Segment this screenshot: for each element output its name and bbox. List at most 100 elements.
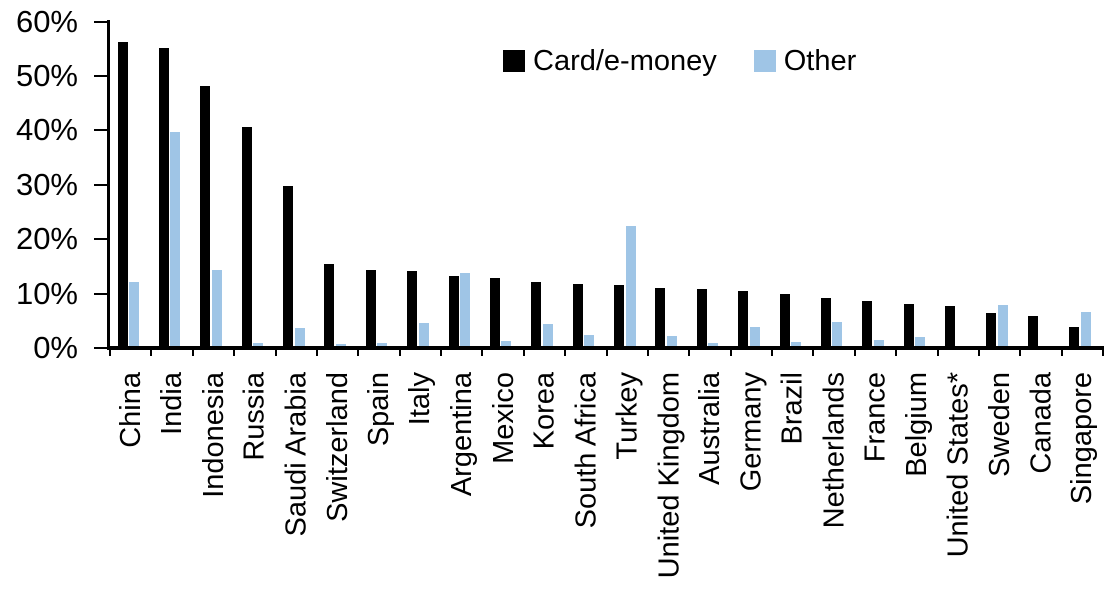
x-label-text: Spain (363, 372, 396, 447)
x-category-tick (191, 348, 194, 356)
bar-other (501, 340, 512, 348)
bar-card-emoney (862, 301, 873, 348)
bar-card-emoney (738, 291, 749, 348)
bar-card-emoney (324, 264, 335, 348)
bar-other (584, 335, 595, 348)
x-label-text: Indonesia (197, 372, 230, 498)
y-tick-mark (94, 75, 110, 78)
y-tick-mark (94, 183, 110, 186)
x-category-tick (150, 348, 153, 356)
x-label: Germany (731, 364, 773, 590)
x-label: Netherlands (813, 364, 855, 590)
x-category-tick (605, 348, 608, 356)
bar-other (294, 327, 305, 348)
bar-card-emoney (655, 288, 666, 348)
legend-item-card-emoney: Card/e-money (503, 46, 717, 76)
x-label-text: Mexico (487, 372, 520, 464)
x-label-text: France (859, 372, 892, 463)
bar-other (791, 342, 801, 348)
legend-label-other: Other (783, 45, 857, 77)
bar-other (1080, 312, 1091, 348)
x-label-text: United Kingdom (652, 372, 685, 579)
x-label-text: Turkey (611, 372, 644, 460)
bar-card-emoney (614, 284, 624, 348)
x-label: Australia (689, 364, 731, 590)
bar-other (749, 326, 760, 348)
x-label: South Africa (565, 364, 607, 590)
x-label: United Kingdom (648, 364, 690, 590)
x-label-text: India (156, 372, 189, 435)
bar-card-emoney (117, 41, 128, 348)
x-label: Singapore (1062, 364, 1104, 590)
y-tick-mark (94, 347, 110, 349)
bar-card-emoney (531, 281, 542, 348)
x-label: Switzerland (317, 364, 359, 590)
bar-card-emoney (200, 85, 211, 348)
bar-card-emoney (1069, 327, 1080, 348)
x-label-text: Canada (1025, 372, 1058, 474)
x-label-text: Belgium (901, 372, 934, 477)
y-tick-label: 40% (15, 112, 78, 148)
bar-other (377, 342, 388, 348)
bar-other (997, 305, 1008, 348)
y-tick-mark (94, 292, 110, 295)
x-label-text: China (115, 372, 147, 448)
y-tick-mark (94, 129, 110, 132)
bar-card-emoney (489, 278, 500, 348)
bar-other (542, 323, 553, 348)
y-tick-mark (94, 238, 110, 241)
x-category-tick (771, 348, 773, 356)
x-label-text: Australia (694, 372, 727, 485)
x-category-tick (440, 348, 442, 356)
bar-card-emoney (903, 303, 914, 348)
x-label: Saudi Arabia (276, 364, 318, 590)
bar-card-emoney (696, 289, 707, 348)
x-category-tick (274, 348, 277, 356)
legend-item-other: Other (753, 45, 857, 77)
x-label: Indonesia (193, 364, 235, 590)
x-category-tick (1019, 348, 1022, 356)
x-category-tick (233, 348, 236, 356)
chart-legend: Card/e-money Other (503, 46, 856, 76)
x-label-text: Argentina (446, 372, 478, 497)
x-label: Sweden (979, 364, 1021, 590)
x-category-tick (109, 348, 111, 356)
x-label: China (110, 364, 152, 590)
x-label-text: South Africa (570, 372, 603, 529)
bar-card-emoney (986, 313, 997, 348)
bar-card-emoney (283, 185, 293, 348)
x-label-text: Germany (735, 372, 768, 492)
x-label: India (151, 364, 193, 590)
x-label-text: Saudi Arabia (280, 372, 313, 537)
bar-card-emoney (779, 294, 790, 348)
y-tick-label: 60% (15, 3, 78, 39)
x-label-text: Italy (404, 372, 437, 426)
x-label: Italy (400, 364, 442, 590)
bar-card-emoney (241, 127, 252, 348)
y-tick-label: 10% (15, 275, 78, 311)
x-category-tick (688, 348, 691, 356)
bar-other (129, 281, 139, 348)
x-label-text: Switzerland (321, 372, 354, 522)
bar-card-emoney (820, 297, 831, 348)
y-tick-label: 0% (33, 330, 78, 365)
x-category-tick (398, 348, 401, 356)
x-label-text: United States* (942, 372, 975, 558)
x-label-text: Netherlands (818, 372, 851, 529)
legend-swatch-other (753, 50, 776, 72)
x-category-tick (936, 348, 939, 356)
bar-card-emoney (365, 270, 376, 348)
x-category-tick (481, 348, 484, 356)
x-label: Canada (1020, 364, 1062, 590)
x-category-tick (1102, 348, 1104, 356)
legend-label-card-emoney: Card/e-money (533, 45, 717, 77)
x-label: Turkey (607, 364, 649, 590)
y-tick-label: 30% (15, 166, 78, 202)
x-label-text: Singapore (1066, 372, 1099, 505)
bar-other (625, 226, 636, 348)
bar-other (418, 322, 429, 348)
x-category-tick (522, 348, 525, 356)
x-category-tick (853, 348, 856, 356)
bar-card-emoney (1027, 316, 1038, 348)
x-label: Spain (358, 364, 400, 590)
